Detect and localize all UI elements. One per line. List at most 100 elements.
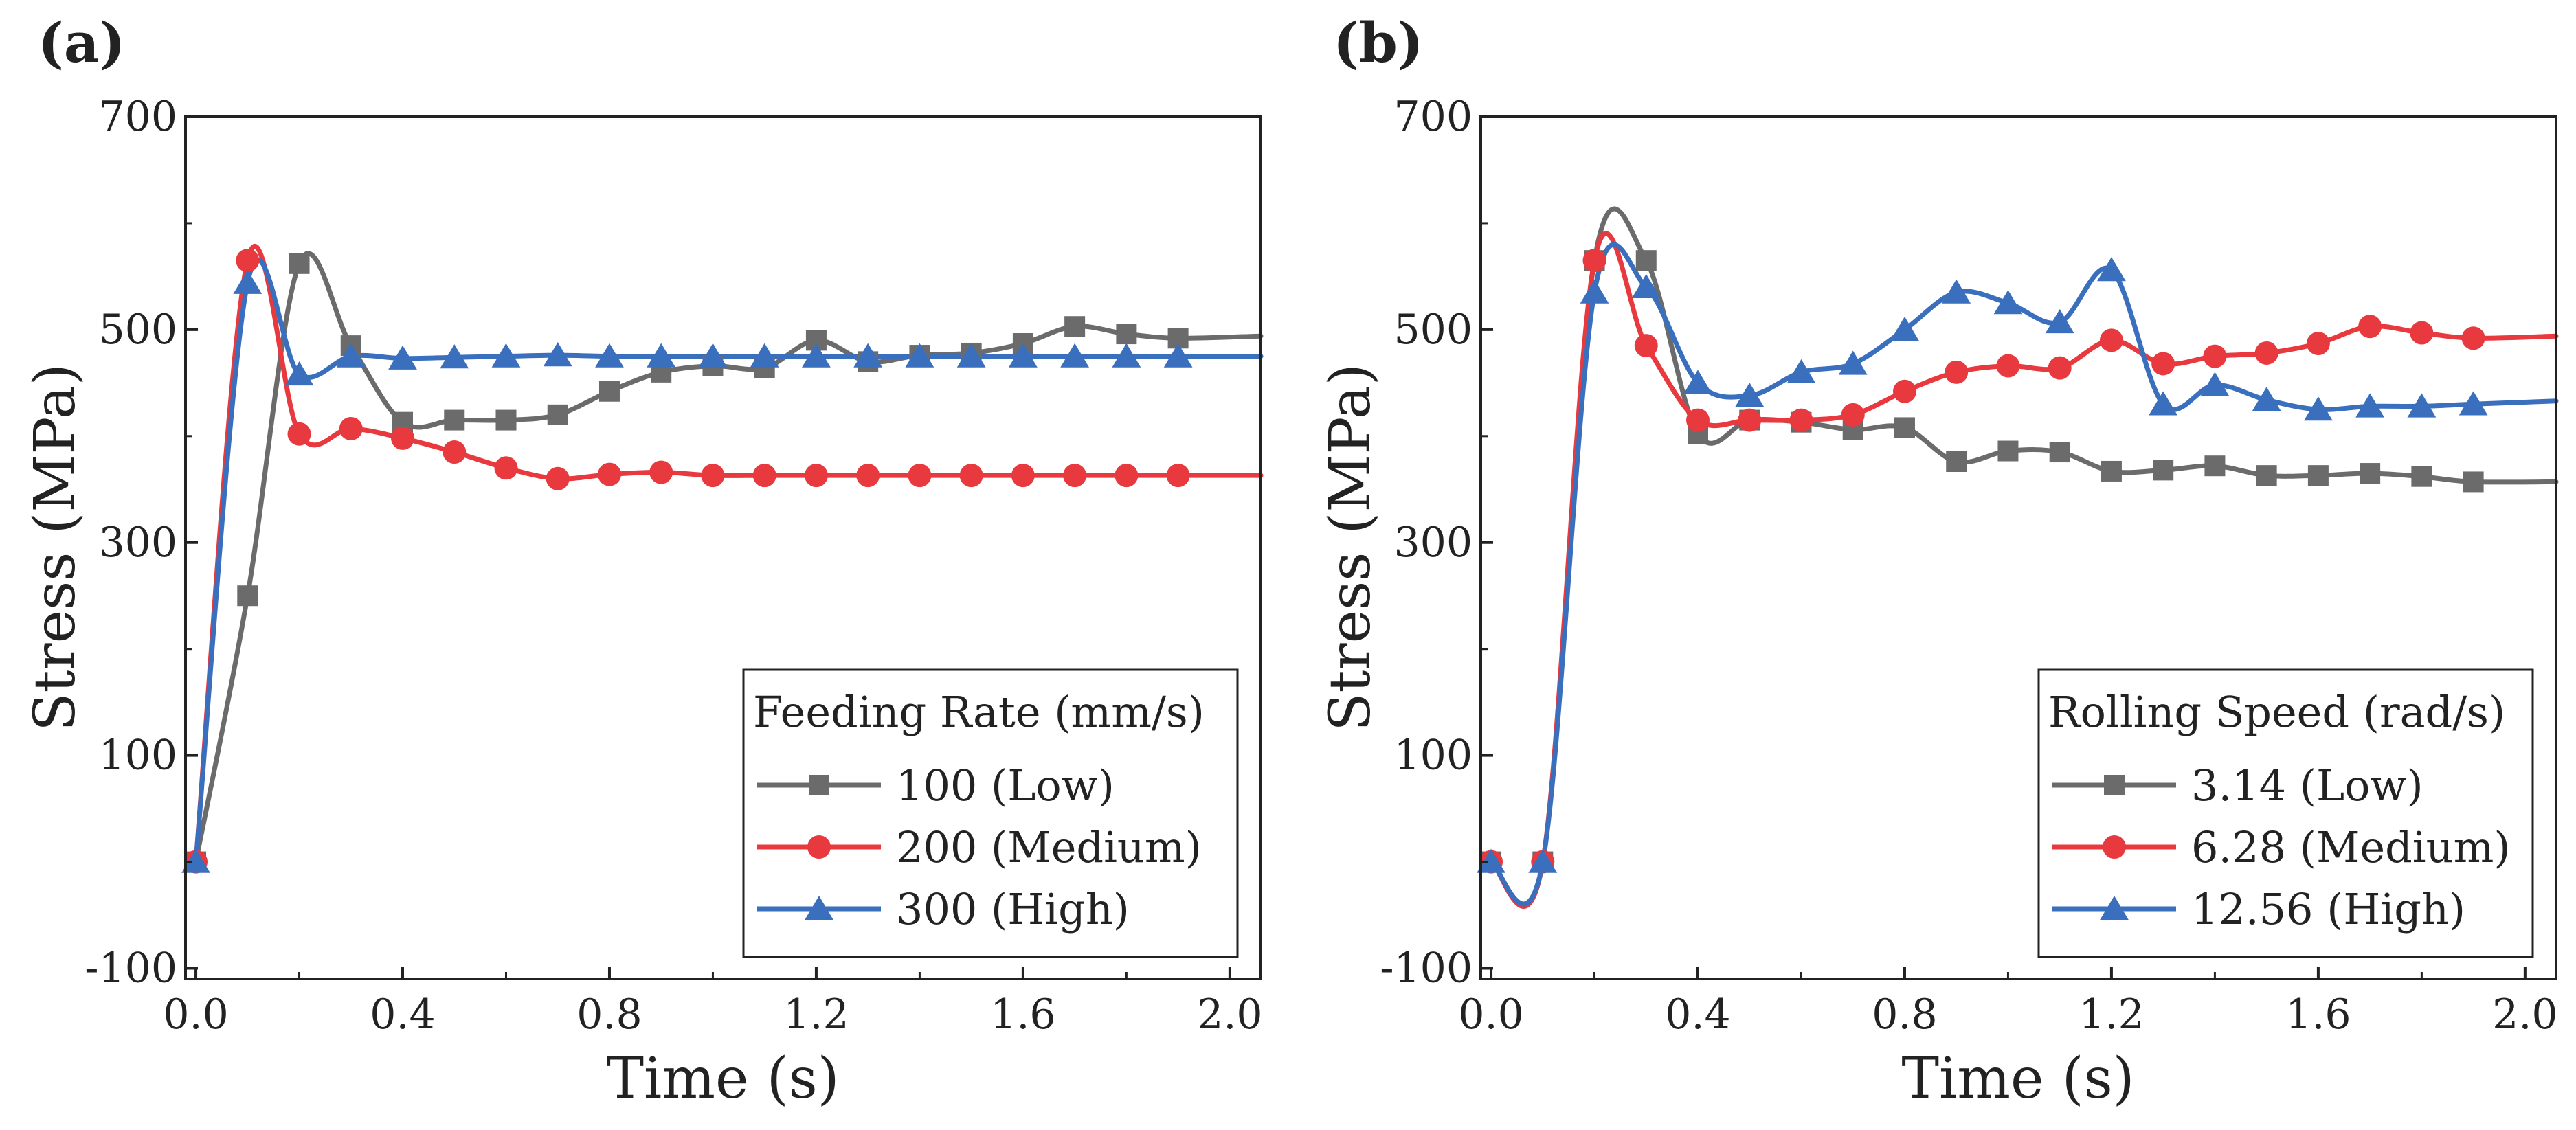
legend-marker-circle bbox=[2103, 835, 2126, 859]
y-tick-label: 500 bbox=[98, 306, 177, 354]
data-point-triangle bbox=[853, 343, 883, 368]
data-point-square bbox=[2101, 460, 2122, 482]
legend-marker-circle bbox=[807, 835, 831, 859]
data-point-circle bbox=[1789, 408, 1813, 432]
data-point-circle bbox=[2461, 326, 2485, 350]
y-tick-label: 300 bbox=[98, 519, 177, 567]
data-point-circle bbox=[804, 464, 828, 488]
data-point-circle bbox=[443, 440, 467, 464]
legend-b: Rolling Speed (rad/s) 3.14 (Low) 6.28 (Me… bbox=[2037, 668, 2534, 958]
data-point-triangle bbox=[491, 343, 521, 368]
legend-title-a: Feeding Rate (mm/s) bbox=[753, 687, 1205, 737]
data-point-triangle bbox=[2149, 391, 2178, 416]
data-point-square bbox=[2463, 471, 2484, 493]
data-point-circle bbox=[1945, 360, 1969, 384]
legend-label: 12.56 (High) bbox=[2191, 884, 2465, 934]
data-point-circle bbox=[908, 464, 932, 488]
data-point-triangle bbox=[956, 343, 986, 368]
data-point-triangle bbox=[1008, 343, 1038, 368]
data-point-square bbox=[598, 381, 620, 402]
data-point-triangle bbox=[698, 343, 728, 368]
data-point-triangle bbox=[1942, 279, 1971, 304]
marker-layer-a bbox=[181, 249, 1193, 874]
data-point-triangle bbox=[1163, 343, 1193, 368]
panel-a: (a) 0.0 0.4 0.8 1.2 1.6 2.0 -100 100 300 500 700 T… bbox=[23, 10, 1264, 1111]
y-tick-label: -100 bbox=[85, 945, 177, 993]
y-tick-label: -100 bbox=[1380, 945, 1472, 993]
data-point-square bbox=[1997, 440, 2019, 462]
data-point-circle bbox=[1634, 334, 1658, 358]
data-point-triangle bbox=[440, 344, 469, 369]
data-point-square bbox=[2256, 465, 2277, 486]
x-tick-label: 1.6 bbox=[2285, 991, 2351, 1039]
data-point-circle bbox=[2306, 332, 2330, 356]
data-point-triangle bbox=[2200, 372, 2230, 396]
plot-frame-b bbox=[1479, 115, 2557, 980]
data-point-triangle bbox=[2097, 257, 2126, 282]
data-point-circle bbox=[1063, 464, 1087, 488]
y-tick-label: 700 bbox=[1393, 93, 1472, 141]
y-tick-label: 100 bbox=[98, 732, 177, 780]
data-point-square bbox=[2204, 455, 2226, 477]
legend-items-b: 3.14 (Low) 6.28 (Medium) 12.56 (High) bbox=[2052, 760, 2511, 934]
data-point-triangle bbox=[2303, 396, 2333, 421]
y-tick-label: 500 bbox=[1393, 306, 1472, 354]
data-point-square bbox=[2153, 460, 2174, 481]
data-point-triangle bbox=[1060, 343, 1090, 368]
data-point-triangle bbox=[647, 343, 676, 368]
data-point-square bbox=[237, 585, 258, 607]
y-axis-label-a: Stress (MPa) bbox=[23, 363, 88, 731]
data-point-triangle bbox=[388, 345, 417, 370]
data-point-square bbox=[547, 404, 568, 425]
data-point-circle bbox=[391, 426, 415, 450]
data-point-triangle bbox=[543, 342, 572, 367]
data-point-circle bbox=[856, 464, 880, 488]
data-point-circle bbox=[2410, 321, 2434, 345]
data-point-triangle bbox=[2355, 393, 2385, 418]
data-point-triangle bbox=[1631, 273, 1661, 299]
x-tick-label: 0.4 bbox=[1665, 991, 1730, 1039]
x-tick-label: 0.4 bbox=[370, 991, 435, 1039]
x-tick-label: 2.0 bbox=[2492, 991, 2557, 1039]
data-point-circle bbox=[1841, 403, 1865, 427]
y-tick-label: 100 bbox=[1393, 732, 1472, 780]
data-point-triangle bbox=[1787, 359, 1816, 384]
data-point-circle bbox=[649, 460, 673, 484]
data-point-square bbox=[289, 253, 310, 274]
data-point-triangle bbox=[336, 343, 366, 368]
data-point-triangle bbox=[1735, 382, 1765, 407]
data-point-circle bbox=[959, 464, 983, 488]
data-point-square bbox=[2049, 442, 2070, 463]
data-point-square bbox=[1116, 324, 1137, 345]
series-line-a-triangle bbox=[193, 257, 1264, 865]
legend-marker-square bbox=[2104, 775, 2125, 795]
data-point-triangle bbox=[1580, 279, 1609, 304]
data-point-circle bbox=[1686, 408, 1710, 432]
data-point-triangle bbox=[1112, 343, 1141, 368]
data-point-circle bbox=[236, 249, 260, 273]
data-point-circle bbox=[2099, 328, 2123, 352]
legend-label: 200 (Medium) bbox=[896, 822, 1202, 872]
data-point-square bbox=[1064, 316, 1086, 337]
legend-title-b: Rolling Speed (rad/s) bbox=[2048, 687, 2505, 737]
data-point-triangle bbox=[2407, 393, 2437, 418]
data-point-triangle bbox=[1993, 290, 2023, 315]
data-point-circle bbox=[2254, 341, 2278, 365]
x-tick-label: 2.0 bbox=[1197, 991, 1262, 1039]
data-point-triangle bbox=[2252, 387, 2281, 411]
data-point-circle bbox=[1738, 408, 1762, 432]
panel-label-b: (b) bbox=[1333, 10, 1424, 75]
legend-label: 300 (High) bbox=[896, 884, 1130, 934]
legend-label: 100 (Low) bbox=[896, 760, 1115, 811]
data-point-triangle bbox=[284, 361, 314, 386]
data-point-triangle bbox=[802, 343, 831, 368]
data-point-square bbox=[1946, 451, 1967, 472]
x-tick-label: 1.6 bbox=[990, 991, 1055, 1039]
data-point-triangle bbox=[2045, 309, 2074, 334]
panel-label-a: (a) bbox=[38, 10, 126, 75]
legend-marker-triangle bbox=[805, 896, 833, 920]
x-axis-label-b: Time (s) bbox=[1901, 1046, 2134, 1111]
data-point-triangle bbox=[233, 269, 262, 294]
data-point-triangle bbox=[595, 343, 624, 368]
data-point-triangle bbox=[750, 343, 779, 368]
